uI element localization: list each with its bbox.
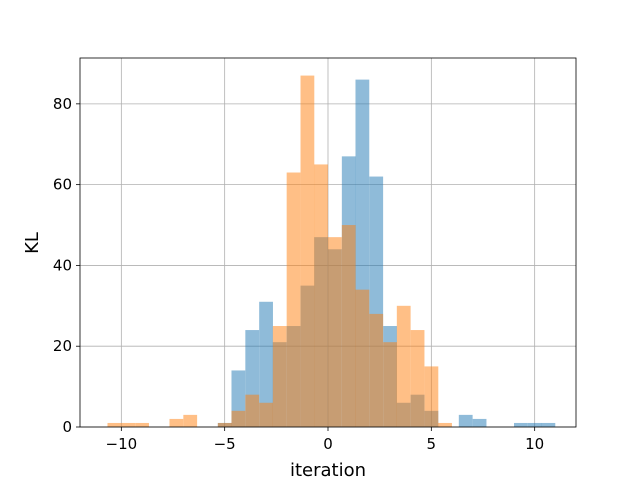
histogram-bar-series-2: [314, 164, 328, 428]
y-axis-title: KL: [22, 232, 43, 254]
histogram-bar-series-2: [121, 422, 136, 427]
histogram-bar-series-1: [541, 422, 556, 427]
histogram-bar-series-2: [410, 330, 425, 427]
histogram-bar-series-1: [472, 418, 487, 427]
histogram-bar-series-2: [369, 313, 384, 427]
y-tick-label: 40: [53, 256, 72, 274]
histogram-bar-series-1: [458, 414, 473, 427]
y-tick-label: 80: [53, 95, 72, 113]
histogram-bar-series-2: [107, 422, 122, 427]
histogram-bar-series-2: [183, 414, 198, 427]
x-tick-label: 0: [323, 435, 333, 453]
histogram-bar-series-2: [259, 402, 273, 427]
y-tick-label: 60: [53, 176, 72, 194]
histogram-bar-series-2: [272, 326, 287, 427]
x-tick-label: 5: [427, 435, 437, 453]
y-tick-label: 0: [62, 418, 72, 436]
x-tick-label: −10: [106, 435, 138, 453]
histogram-bar-series-2: [231, 410, 246, 427]
histogram-bar-series-2: [438, 422, 452, 427]
histogram-bar-series-2: [328, 237, 342, 427]
x-tick-label: −5: [214, 435, 236, 453]
histogram-bar-series-2: [300, 75, 315, 428]
histogram-bar-series-1: [527, 422, 542, 427]
histogram-bar-series-1: [514, 422, 528, 427]
axis-ticks: −10 −5 0 5 10 0 20 40 60 80: [53, 95, 544, 453]
histogram-bar-series-2: [286, 172, 301, 427]
histogram-bar-series-2: [424, 366, 439, 427]
histogram-bar-series-2: [135, 422, 149, 427]
histogram-bar-series-2: [383, 342, 397, 427]
histogram-bar-series-2: [217, 422, 232, 427]
histogram-bars: [107, 75, 556, 428]
y-tick-label: 20: [53, 337, 72, 355]
histogram-bar-series-2: [355, 289, 370, 427]
x-tick-label: 10: [525, 435, 544, 453]
x-axis-title: iteration: [290, 460, 366, 480]
histogram-bar-series-2: [169, 418, 184, 427]
histogram-bar-series-2: [396, 305, 411, 427]
histogram-bar-series-2: [341, 225, 356, 427]
histogram-bar-series-1: [259, 301, 273, 427]
histogram-bar-series-2: [245, 394, 260, 427]
